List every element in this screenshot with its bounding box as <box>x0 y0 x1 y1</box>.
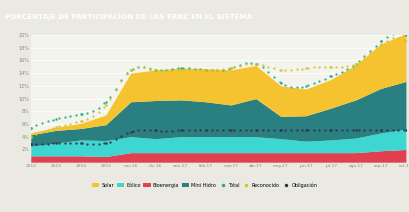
Text: PORCENTAJE DE PARTICIPACIÓN DE LAS ERNC EN EL SISTEMA: PORCENTAJE DE PARTICIPACIÓN DE LAS ERNC … <box>5 12 252 20</box>
Legend: Solar, Eólico, Bioenergia, Mini Hidro, Total, Reconocido, Obligación: Solar, Eólico, Bioenergia, Mini Hidro, T… <box>90 180 319 190</box>
